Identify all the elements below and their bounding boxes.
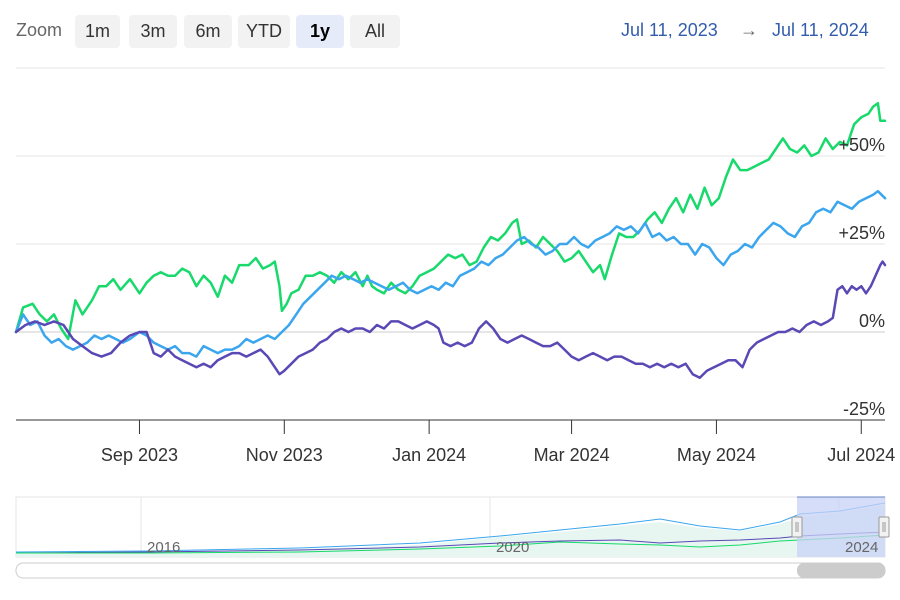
scrollbar-track[interactable] bbox=[15, 562, 886, 579]
y-axis: -25% 0% +25% +50% bbox=[838, 135, 885, 419]
series-line-blue[interactable] bbox=[14, 189, 887, 358]
range-to-input[interactable]: Jul 11, 2024 bbox=[772, 20, 869, 40]
range-from-input[interactable]: Jul 11, 2023 bbox=[621, 20, 718, 40]
x-tick-label: Sep 2023 bbox=[101, 445, 178, 465]
zoom-label: Zoom bbox=[16, 20, 63, 40]
navigator[interactable]: 2016 2020 2024 bbox=[15, 496, 890, 558]
navigator-handle-left[interactable] bbox=[791, 516, 803, 538]
x-tick-label: May 2024 bbox=[677, 445, 756, 465]
scrollbar[interactable] bbox=[15, 562, 886, 579]
x-tick-label: Nov 2023 bbox=[246, 445, 323, 465]
zoom-button-1m[interactable]: 1m bbox=[75, 15, 120, 48]
zoom-button-3m[interactable]: 3m bbox=[129, 15, 177, 48]
toolbar: Zoom 1m 3m 6m YTD 1y All Jul 11, 2023 → … bbox=[0, 0, 900, 64]
grid bbox=[16, 155, 885, 421]
navigator-year-label: 2016 bbox=[147, 539, 180, 556]
arrow-right-icon: → bbox=[740, 20, 758, 40]
navigator-year-label: 2020 bbox=[496, 539, 529, 556]
y-tick-label: +25% bbox=[838, 223, 885, 243]
scrollbar-thumb[interactable] bbox=[797, 563, 885, 578]
x-axis: Sep 2023 Nov 2023 Jan 2024 Mar 2024 May 2024… bbox=[101, 420, 895, 465]
navigator-series-blue bbox=[15, 502, 886, 553]
navigator-area-fill bbox=[16, 506, 885, 557]
zoom-button-1y[interactable]: 1y bbox=[296, 15, 344, 48]
series-group bbox=[14, 101, 887, 380]
x-tick-label: Jul 2024 bbox=[827, 445, 895, 465]
navigator-year-label: 2024 bbox=[845, 539, 878, 556]
zoom-button-6m[interactable]: 6m bbox=[184, 15, 232, 48]
navigator-selected-range[interactable] bbox=[797, 497, 885, 557]
series-line-purple[interactable] bbox=[14, 260, 887, 380]
y-tick-label: 0% bbox=[859, 311, 885, 331]
series-line-green[interactable] bbox=[14, 101, 887, 341]
y-tick-label: +50% bbox=[838, 135, 885, 155]
zoom-button-all[interactable]: All bbox=[350, 15, 400, 48]
navigator-series-green bbox=[16, 534, 886, 554]
zoom-button-ytd[interactable]: YTD bbox=[238, 15, 290, 48]
y-tick-label: -25% bbox=[843, 399, 885, 419]
navigator-handle-right[interactable] bbox=[878, 516, 890, 538]
x-tick-label: Mar 2024 bbox=[534, 445, 610, 465]
x-tick-label: Jan 2024 bbox=[392, 445, 466, 465]
